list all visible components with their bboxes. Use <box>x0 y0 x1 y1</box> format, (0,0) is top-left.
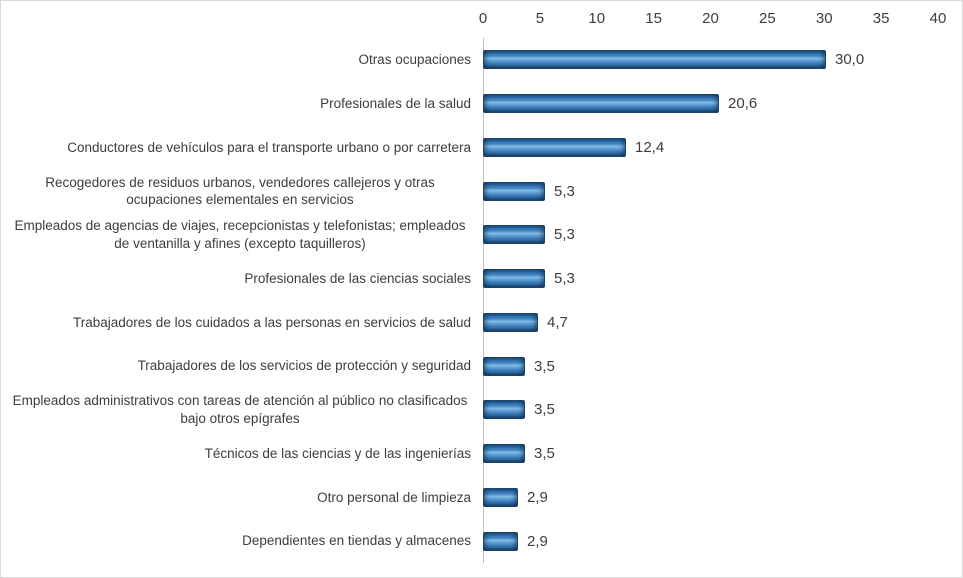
bar <box>483 269 545 289</box>
category-cell: Trabajadores de los servicios de protecc… <box>1 357 483 375</box>
bar <box>483 94 719 114</box>
bar <box>483 137 626 157</box>
value-label: 3,5 <box>534 401 555 419</box>
chart-row: Dependientes en tiendas y almacenes 2,9 <box>1 519 962 563</box>
bar-cell: 5,3 <box>483 181 962 201</box>
category-cell: Empleados de agencias de viajes, recepci… <box>1 217 483 252</box>
category-cell: Conductores de vehículos para el transpo… <box>1 139 483 157</box>
category-cell: Profesionales de la salud <box>1 95 483 113</box>
x-tick-label: 30 <box>815 10 833 27</box>
category-label: Otro personal de limpieza <box>317 489 471 505</box>
category-label: Profesionales de las ciencias sociales <box>244 270 471 286</box>
chart-row: Trabajadores de los cuidados a las perso… <box>1 301 962 345</box>
category-cell: Trabajadores de los cuidados a las perso… <box>1 314 483 332</box>
category-label: Recogedores de residuos urbanos, vendedo… <box>45 174 435 208</box>
category-label: Trabajadores de los cuidados a las perso… <box>73 314 471 330</box>
x-axis: 0 5 10 15 20 25 30 35 40 <box>1 1 962 38</box>
category-cell: Dependientes en tiendas y almacenes <box>1 532 483 550</box>
bar-cell: 3,5 <box>483 444 962 464</box>
chart-row: Técnicos de las ciencias y de las ingeni… <box>1 432 962 476</box>
bar-cell: 5,3 <box>483 269 962 289</box>
category-label: Dependientes en tiendas y almacenes <box>242 533 471 549</box>
x-tick-label: 0 <box>478 10 488 27</box>
category-label: Conductores de vehículos para el transpo… <box>67 139 471 155</box>
bar <box>483 50 826 70</box>
plot-area: Otras ocupaciones 30,0 Profesionales de … <box>1 38 962 563</box>
category-cell: Empleados administrativos con tareas de … <box>1 392 483 427</box>
bar <box>483 356 525 376</box>
value-label: 5,3 <box>554 182 575 200</box>
chart-row: Profesionales de la salud 20,6 <box>1 82 962 126</box>
bar-cell: 3,5 <box>483 400 962 420</box>
category-label: Empleados de agencias de viajes, recepci… <box>14 218 466 251</box>
value-label: 20,6 <box>728 95 758 113</box>
x-tick-label: 5 <box>535 10 545 27</box>
value-label: 30,0 <box>835 51 865 69</box>
bar-cell: 20,6 <box>483 94 962 114</box>
chart-row: Otro personal de limpieza 2,9 <box>1 476 962 520</box>
chart-row: Conductores de vehículos para el transpo… <box>1 126 962 170</box>
y-axis-line <box>483 38 484 563</box>
category-cell: Profesionales de las ciencias sociales <box>1 270 483 288</box>
category-cell: Técnicos de las ciencias y de las ingeni… <box>1 445 483 463</box>
value-label: 5,3 <box>554 270 575 288</box>
bar <box>483 531 518 551</box>
category-label: Técnicos de las ciencias y de las ingeni… <box>204 445 471 461</box>
chart-row: Empleados administrativos con tareas de … <box>1 388 962 432</box>
x-tick-label: 20 <box>702 10 719 27</box>
bar <box>483 400 525 420</box>
x-tick-label: 15 <box>645 10 662 27</box>
x-tick-label: 25 <box>759 10 776 27</box>
x-tick-label: 10 <box>588 10 606 27</box>
x-tick-label: 35 <box>872 10 890 27</box>
x-tick-label: 40 <box>929 10 947 27</box>
bar-cell: 2,9 <box>483 487 962 507</box>
value-label: 5,3 <box>554 226 575 244</box>
chart-row: Trabajadores de los servicios de protecc… <box>1 344 962 388</box>
category-cell: Otras ocupaciones <box>1 51 483 69</box>
bar <box>483 444 525 464</box>
bar-cell: 30,0 <box>483 50 962 70</box>
bar-cell: 12,4 <box>483 137 962 157</box>
category-label: Empleados administrativos con tareas de … <box>12 393 468 426</box>
value-label: 12,4 <box>635 138 665 156</box>
bar-cell: 2,9 <box>483 531 962 551</box>
value-label: 3,5 <box>534 445 555 463</box>
value-label: 4,7 <box>547 313 568 331</box>
bar-cell: 4,7 <box>483 312 962 332</box>
bar <box>483 225 545 245</box>
value-label: 3,5 <box>534 357 555 375</box>
value-label: 2,9 <box>527 532 548 550</box>
category-label: Trabajadores de los servicios de protecc… <box>137 358 471 374</box>
category-label: Profesionales de la salud <box>320 95 471 111</box>
bar <box>483 312 538 332</box>
chart-row: Recogedores de residuos urbanos, vendedo… <box>1 169 962 213</box>
bar-cell: 3,5 <box>483 356 962 376</box>
bar-cell: 5,3 <box>483 225 962 245</box>
chart-row: Otras ocupaciones 30,0 <box>1 38 962 82</box>
value-label: 2,9 <box>527 488 548 506</box>
category-cell: Recogedores de residuos urbanos, vendedo… <box>1 174 483 209</box>
category-cell: Otro personal de limpieza <box>1 489 483 507</box>
chart-row: Empleados de agencias de viajes, recepci… <box>1 213 962 257</box>
bar <box>483 487 518 507</box>
category-label: Otras ocupaciones <box>358 52 471 68</box>
bar <box>483 181 545 201</box>
chart-row: Profesionales de las ciencias sociales 5… <box>1 257 962 301</box>
